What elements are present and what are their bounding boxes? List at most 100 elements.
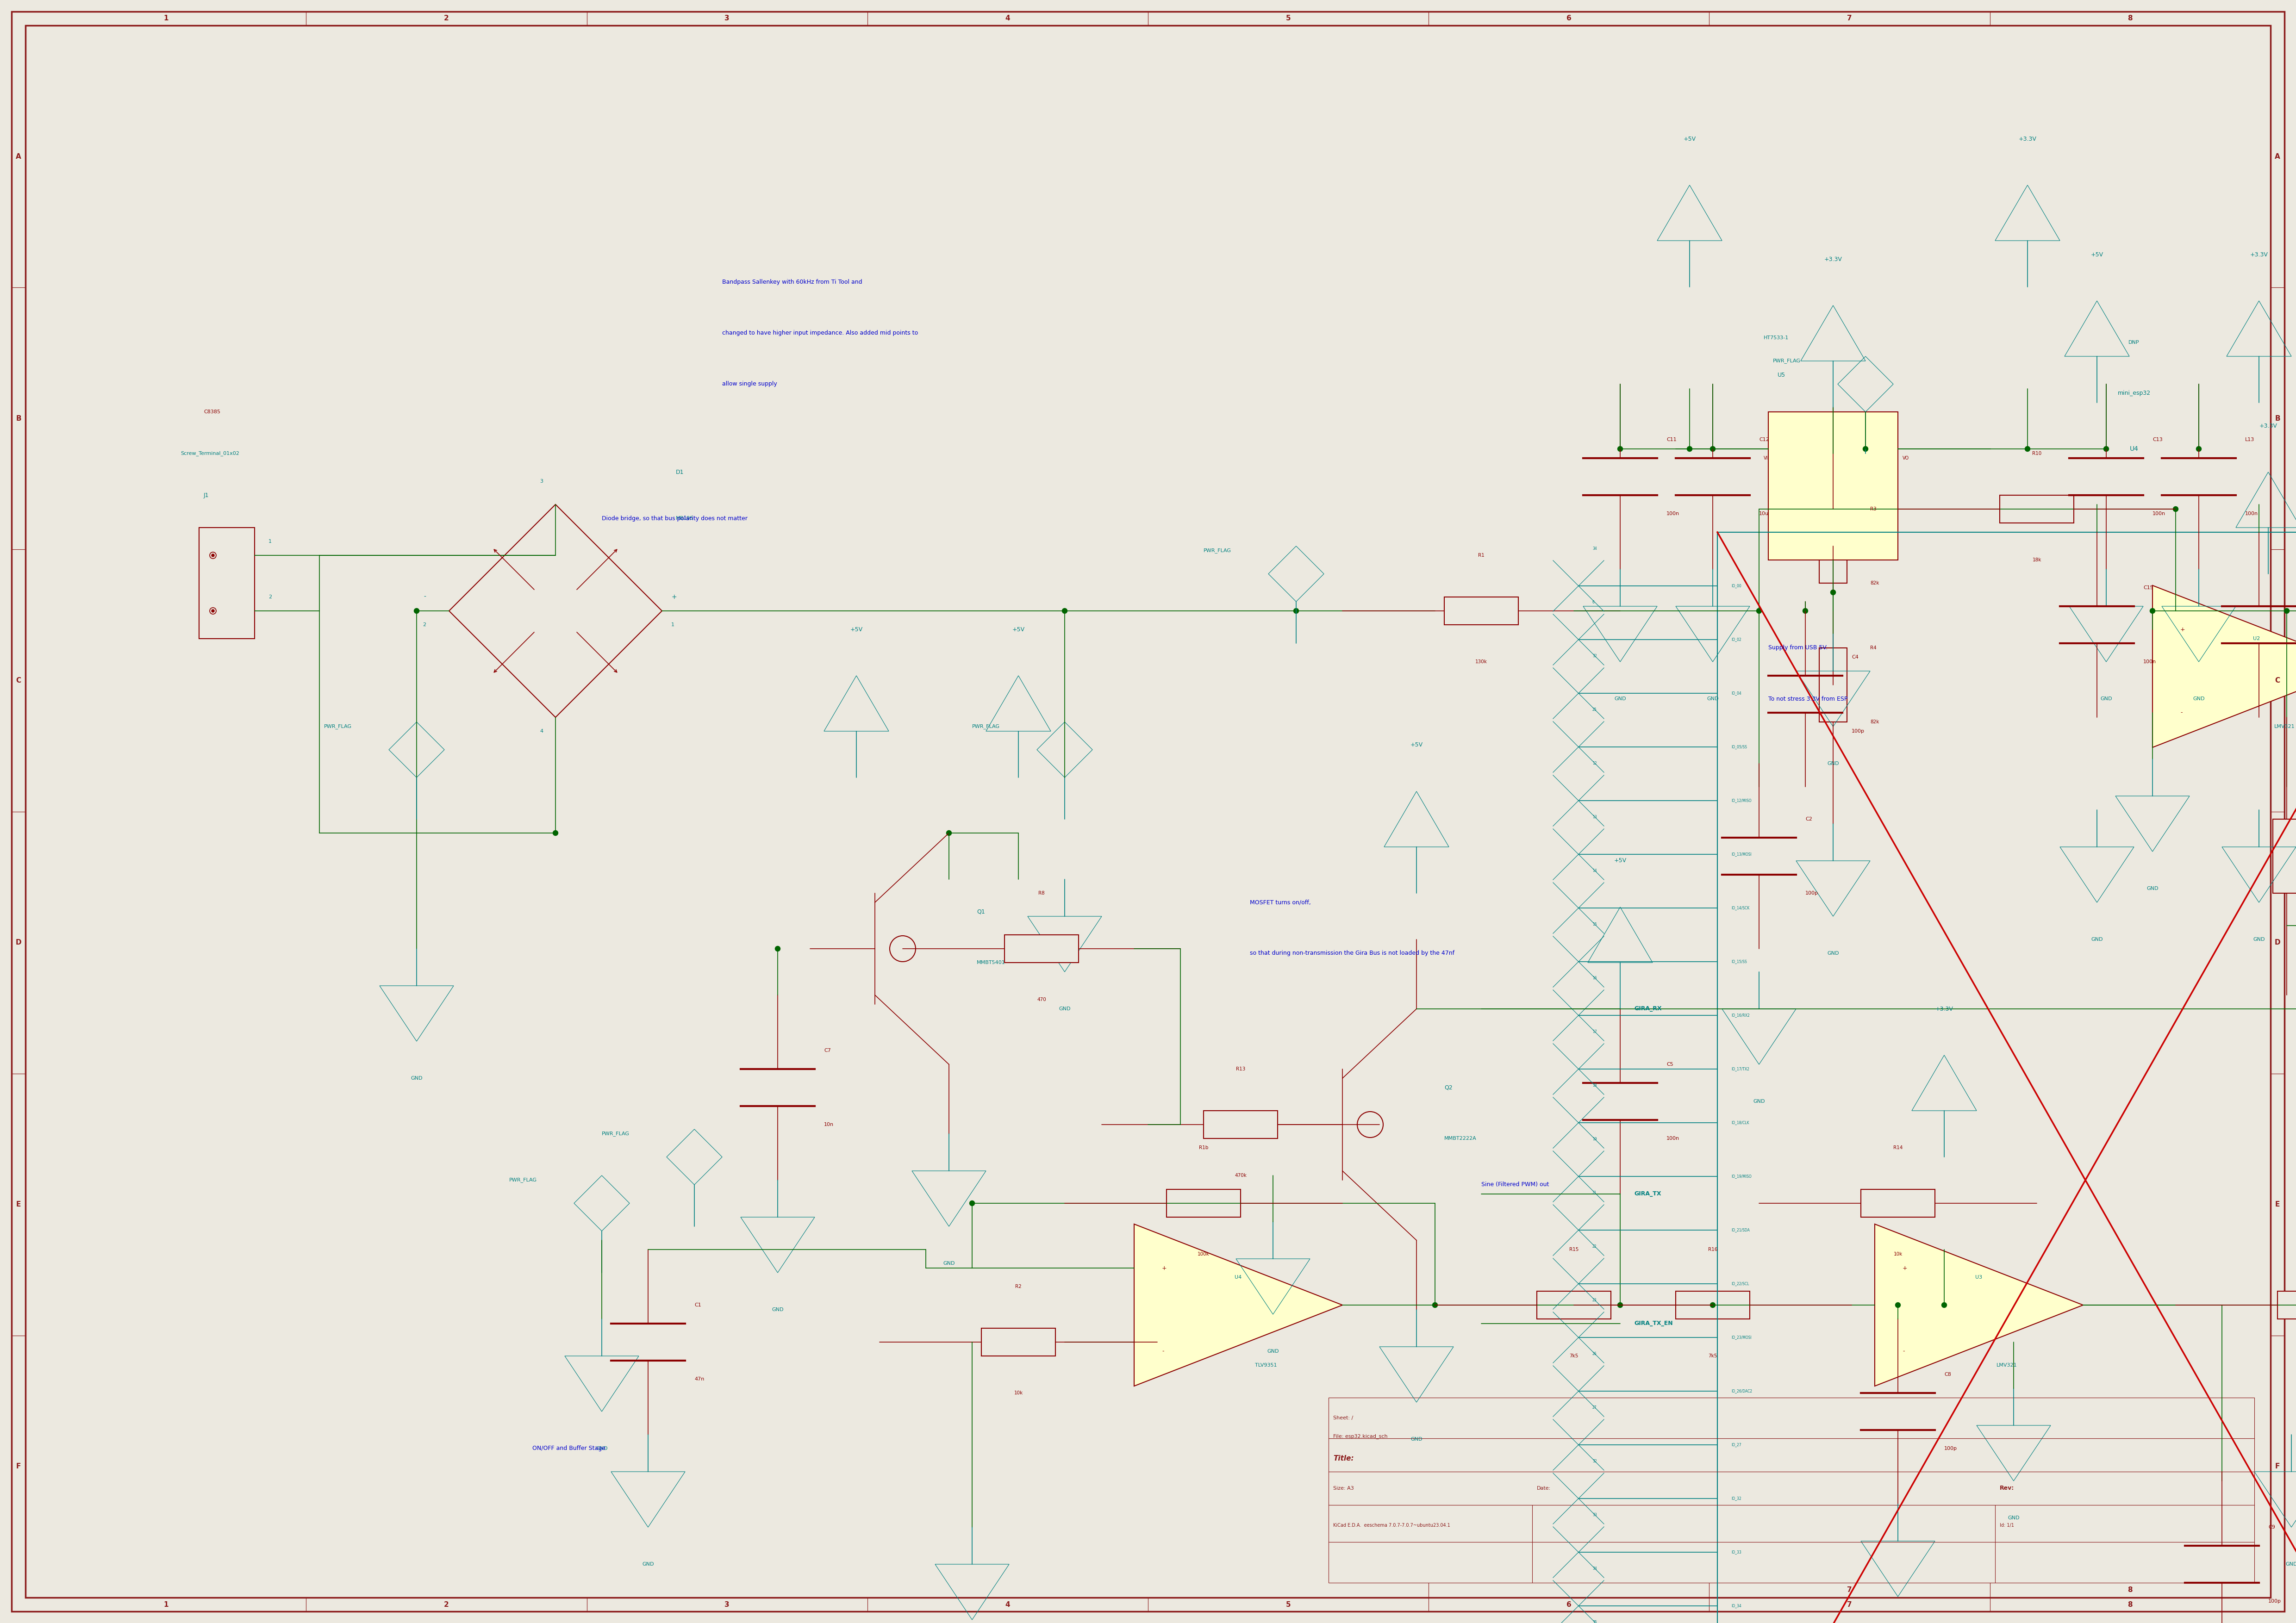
Text: 82k: 82k — [1871, 719, 1878, 724]
Text: PWR_FLAG: PWR_FLAG — [510, 1178, 537, 1183]
Bar — [1444, 597, 1518, 625]
Text: 22: 22 — [1593, 1245, 1596, 1248]
Text: L13: L13 — [2245, 437, 2255, 441]
Text: +3.3V: +3.3V — [1823, 256, 1841, 263]
Text: +5V: +5V — [1013, 626, 1024, 633]
Text: U4: U4 — [1235, 1276, 1242, 1279]
Text: VI: VI — [1763, 456, 1768, 461]
Circle shape — [2103, 446, 2108, 451]
Circle shape — [1433, 1303, 1437, 1308]
Text: R4: R4 — [1871, 646, 1876, 651]
Text: GND: GND — [771, 1308, 783, 1311]
Text: GND: GND — [2193, 696, 2204, 701]
Bar — [1166, 1190, 1240, 1217]
Text: 130k: 130k — [1476, 659, 1488, 664]
Circle shape — [1942, 1303, 1947, 1308]
Text: 2: 2 — [443, 15, 450, 23]
Text: GIRA_RX: GIRA_RX — [1635, 1006, 1662, 1011]
Text: C8385: C8385 — [204, 409, 220, 414]
Circle shape — [1711, 1303, 1715, 1308]
Text: R2: R2 — [1015, 1284, 1022, 1289]
Text: 18k: 18k — [2032, 558, 2041, 562]
Text: 1: 1 — [269, 539, 271, 544]
Text: GIRA_TX: GIRA_TX — [1635, 1191, 1660, 1198]
Text: Rev:: Rev: — [2000, 1485, 2014, 1492]
Text: 2: 2 — [269, 594, 271, 599]
Text: 100p: 100p — [1851, 729, 1864, 734]
Text: DNP: DNP — [2128, 341, 2140, 344]
Text: +: + — [2181, 626, 2186, 633]
Text: 7k5: 7k5 — [1570, 1354, 1577, 1358]
Text: +3.3V: +3.3V — [2018, 136, 2037, 141]
Bar — [1006, 935, 1079, 962]
Text: mini_esp32: mini_esp32 — [2117, 391, 2151, 396]
Text: KiCad E.D.A.  eeschema 7.0.7-7.0.7~ubuntu23.04.1: KiCad E.D.A. eeschema 7.0.7-7.0.7~ubuntu… — [1334, 1522, 1451, 1527]
Circle shape — [1619, 1303, 1623, 1308]
Text: 32: 32 — [1593, 654, 1596, 659]
Text: R3: R3 — [1871, 506, 1876, 511]
Bar — [1818, 510, 1846, 583]
Polygon shape — [1134, 1224, 1343, 1386]
Text: 6: 6 — [1566, 1600, 1570, 1608]
Text: MOSFET turns on/off,: MOSFET turns on/off, — [1249, 899, 1311, 906]
Text: To not stress 3.3V from ESP: To not stress 3.3V from ESP — [1768, 696, 1848, 701]
Text: Date:: Date: — [1536, 1487, 1550, 1490]
Text: IO_21/SDA: IO_21/SDA — [1731, 1229, 1750, 1232]
Text: 4: 4 — [540, 729, 544, 734]
Text: C: C — [2275, 677, 2280, 683]
Text: File: esp32.kicad_sch: File: esp32.kicad_sch — [1334, 1435, 1387, 1440]
Text: 34: 34 — [1593, 1566, 1598, 1571]
Text: U2: U2 — [2252, 636, 2259, 641]
Text: 33: 33 — [1593, 1513, 1598, 1518]
Text: MMBT5401: MMBT5401 — [976, 961, 1006, 966]
Text: 26: 26 — [1593, 1352, 1596, 1357]
Circle shape — [969, 1201, 974, 1206]
Polygon shape — [1876, 1224, 2082, 1386]
Text: IO_16/RX2: IO_16/RX2 — [1731, 1013, 1750, 1018]
Text: HT7533-1: HT7533-1 — [1763, 336, 1789, 341]
Text: Bandpass Sallenkey with 60kHz from Ti Tool and: Bandpass Sallenkey with 60kHz from Ti To… — [723, 279, 863, 286]
Text: GND: GND — [1828, 951, 1839, 956]
Text: 8: 8 — [2128, 1587, 2133, 1594]
Text: 32: 32 — [1593, 1459, 1596, 1464]
Text: U3: U3 — [1975, 1276, 1981, 1279]
Text: Screw_Terminal_01x02: Screw_Terminal_01x02 — [181, 451, 239, 456]
Text: IO_23/MOSI: IO_23/MOSI — [1731, 1336, 1752, 1339]
Text: GND: GND — [944, 1261, 955, 1266]
Circle shape — [413, 609, 420, 613]
Text: 4: 4 — [1006, 15, 1010, 23]
Text: 1: 1 — [670, 623, 675, 626]
Text: 1: 1 — [163, 15, 168, 23]
Text: GND: GND — [1614, 696, 1626, 701]
Text: C12: C12 — [1759, 437, 1770, 441]
Text: 8: 8 — [2128, 1600, 2133, 1608]
Bar — [2000, 495, 2073, 523]
Text: 18: 18 — [1593, 1084, 1596, 1087]
Text: so that during non-transmission the Gira Bus is not loaded by the 47nf: so that during non-transmission the Gira… — [1249, 951, 1453, 956]
Text: 25: 25 — [1593, 708, 1596, 712]
Text: 100n: 100n — [2142, 659, 2156, 664]
Text: ON/OFF and Buffer Stage: ON/OFF and Buffer Stage — [533, 1446, 606, 1451]
Text: 100p: 100p — [1805, 891, 1818, 896]
Text: IO_05/SS: IO_05/SS — [1731, 745, 1747, 750]
Text: IO_12/MISO: IO_12/MISO — [1731, 799, 1752, 803]
Text: 3: 3 — [726, 15, 730, 23]
Bar — [200, 527, 255, 638]
Text: LMV321: LMV321 — [1995, 1363, 2016, 1368]
Text: 21: 21 — [1593, 1191, 1596, 1195]
Text: IO_27: IO_27 — [1731, 1443, 1740, 1448]
Text: Size: A3: Size: A3 — [1334, 1487, 1355, 1490]
Text: GND: GND — [2285, 1561, 2296, 1566]
Text: +5V: +5V — [1683, 136, 1697, 141]
Bar — [1768, 412, 1899, 560]
Bar — [1818, 648, 1846, 722]
Text: Supply from USB 5V.: Supply from USB 5V. — [1768, 644, 1828, 651]
Text: GND: GND — [1754, 1099, 1766, 1104]
Text: IO_33: IO_33 — [1731, 1550, 1740, 1555]
Text: 15: 15 — [1593, 922, 1596, 927]
Text: GND: GND — [1706, 696, 1720, 701]
Text: Sine (Filtered PWM) out: Sine (Filtered PWM) out — [1481, 1182, 1550, 1188]
Text: IO_13/MOSI: IO_13/MOSI — [1731, 852, 1752, 857]
Circle shape — [946, 831, 951, 836]
Text: 19: 19 — [1593, 1138, 1596, 1141]
